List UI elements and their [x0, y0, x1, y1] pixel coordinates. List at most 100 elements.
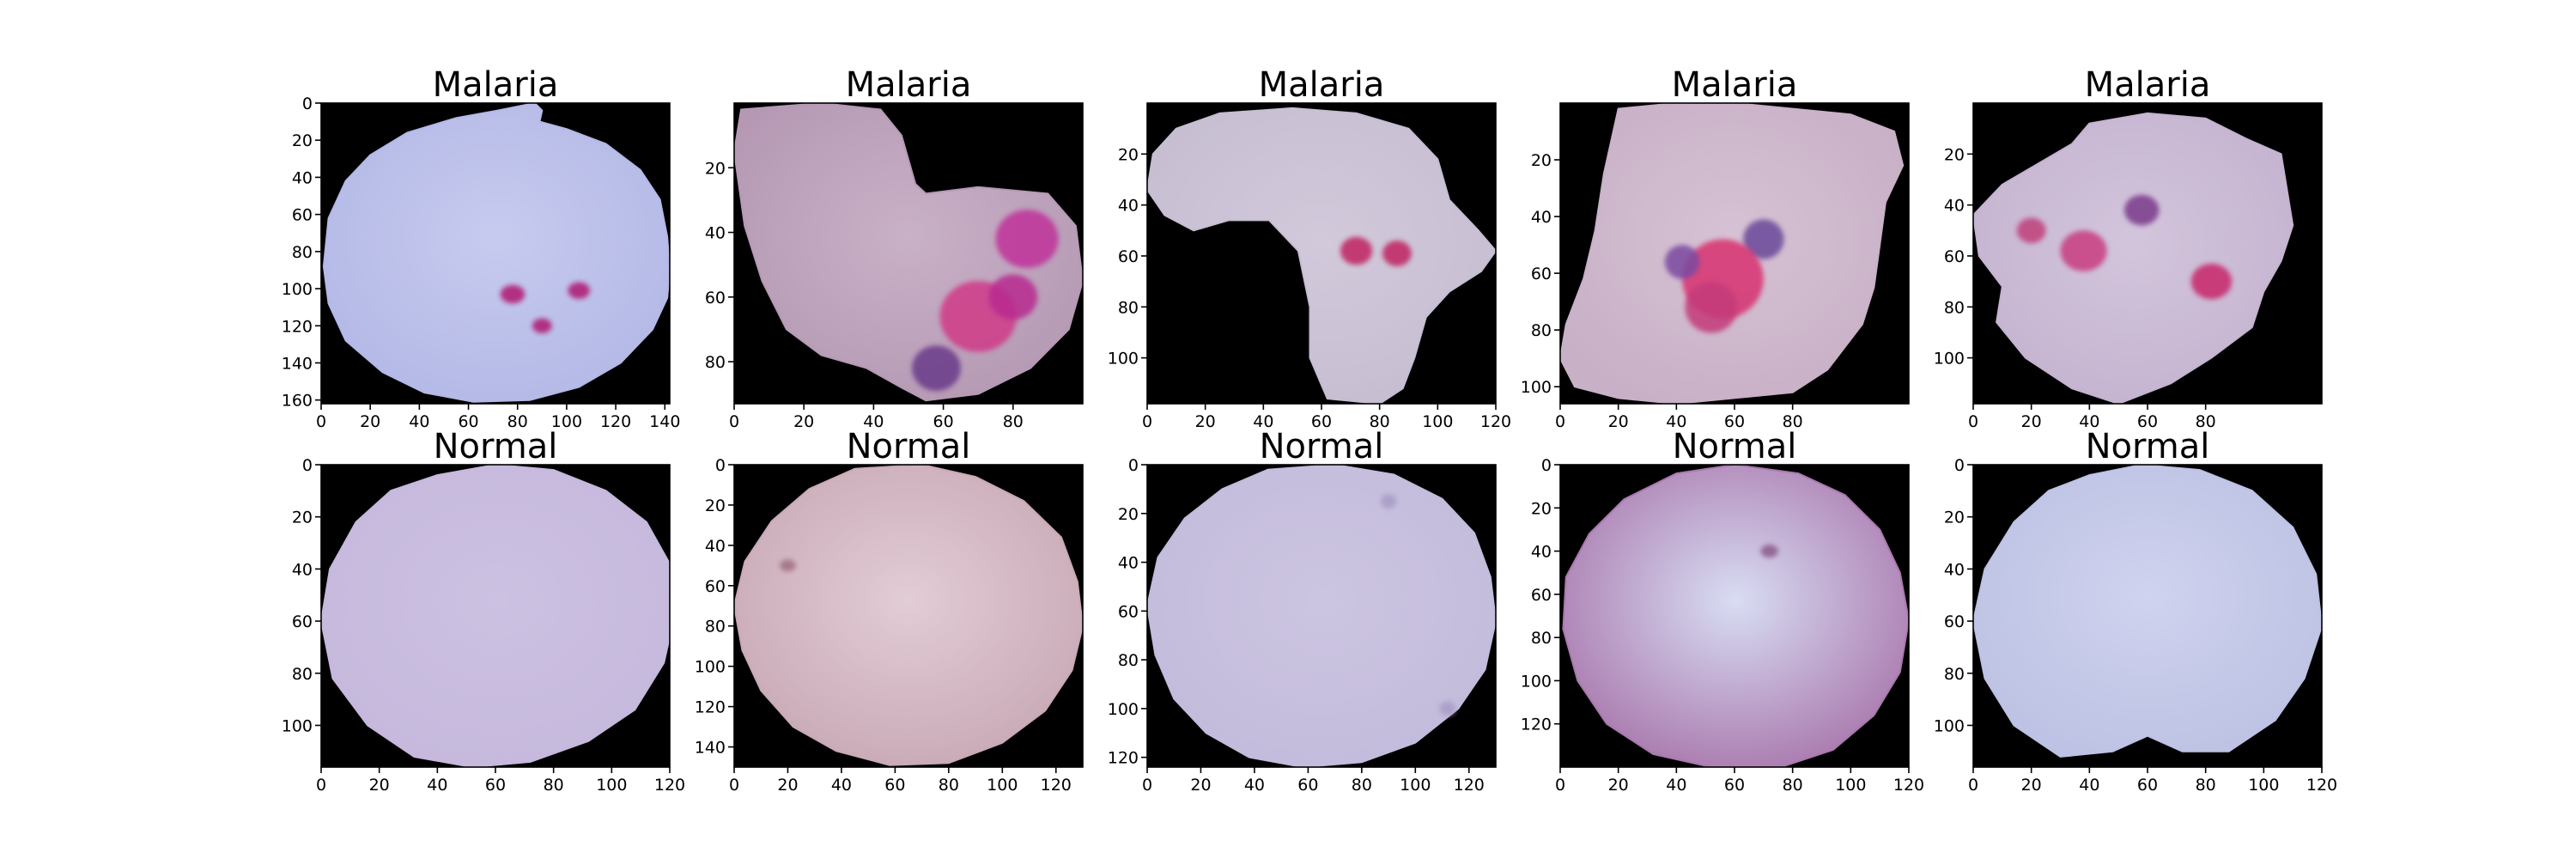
panel-1: Malaria 0 20 40 60 80 100 120 140 0 20 40 60 80 100 120…	[282, 65, 681, 431]
y-tick-label: 40	[1118, 554, 1139, 573]
x-tick-label: 80	[507, 412, 528, 431]
panel-title: Malaria	[1259, 65, 1385, 105]
y-tick-label: 100	[695, 658, 726, 677]
x-tick-label: 20	[1608, 776, 1629, 795]
parasite-spot	[2016, 217, 2046, 244]
panel-title: Malaria	[2085, 65, 2211, 105]
x-tick-label: 100	[1835, 776, 1866, 795]
x-tick-label: 0	[316, 412, 326, 431]
parasite-spot	[1439, 701, 1456, 716]
parasite-spot	[912, 345, 961, 391]
parasite-spot	[988, 274, 1038, 320]
x-tick-label: 0	[1968, 412, 1978, 431]
x-tick-label: 80	[544, 776, 564, 795]
y-tick-label: 80	[292, 243, 313, 262]
parasite-spot	[1743, 219, 1784, 259]
x-tick-label: 20	[369, 776, 390, 795]
x-tick-label: 140	[649, 412, 680, 431]
axes-frame	[1146, 464, 1497, 768]
y-tick-label: 60	[1531, 586, 1552, 605]
x-tick-label: 60	[884, 776, 905, 795]
parasite-spot	[1760, 545, 1778, 558]
x-tick-label: 20	[793, 412, 814, 431]
panel-title: Malaria	[433, 65, 559, 105]
y-tick-label: 140	[695, 739, 726, 758]
x-tick-label: 80	[1783, 776, 1803, 795]
x-tick-label: 20	[777, 776, 798, 795]
x-tick-label: 60	[1311, 412, 1332, 431]
y-tick-label: 40	[1944, 197, 1965, 216]
y-tick-label: 80	[1118, 651, 1139, 670]
y-tick-label: 40	[705, 537, 726, 556]
x-tick-label: 100	[1400, 776, 1431, 795]
y-tick-label: 120	[1521, 716, 1552, 734]
parasite-spot	[2123, 194, 2160, 226]
x-tick-label: 120	[2306, 776, 2337, 795]
y-tick-label: 100	[1108, 700, 1139, 719]
cell-body	[322, 103, 670, 403]
y-tick-label: 20	[1118, 145, 1139, 164]
x-tick-label: 100	[551, 412, 582, 431]
y-tick-label: 40	[705, 224, 726, 243]
y-tick-label: 20	[705, 159, 726, 178]
cell-body	[734, 465, 1083, 766]
parasite-spot	[1664, 245, 1700, 279]
y-tick-label: 60	[1531, 265, 1552, 283]
x-tick-label: 80	[2196, 412, 2216, 431]
panel-title: Malaria	[1672, 65, 1798, 105]
x-tick-label: 0	[1555, 412, 1565, 431]
parasite-spot	[1382, 241, 1412, 266]
y-tick-label: 100	[1108, 350, 1139, 369]
x-tick-label: 80	[1370, 412, 1390, 431]
x-tick-label: 20	[1195, 412, 1216, 431]
axes-frame	[733, 464, 1084, 768]
cell-body	[1147, 465, 1496, 767]
y-tick-label: 20	[1531, 499, 1552, 518]
parasite-spot	[2190, 263, 2233, 300]
y-tick-label: 40	[1118, 197, 1139, 216]
parasite-spot	[500, 284, 526, 304]
panel-title: Normal	[434, 427, 558, 466]
cell-body	[1147, 107, 1496, 404]
cell-body	[1973, 465, 2322, 758]
panel-4: Malaria 0 20 40 60 80 20 40 60 80 100	[1521, 65, 1910, 431]
y-tick-label: 100	[1521, 378, 1552, 397]
parasite-spot	[532, 318, 552, 333]
x-tick-label: 40	[427, 776, 447, 795]
y-tick-label: 60	[292, 612, 313, 631]
x-tick-label: 120	[1454, 776, 1485, 795]
y-tick-label: 0	[1954, 456, 1965, 475]
x-tick-label: 100	[596, 776, 627, 795]
y-tick-label: 80	[705, 618, 726, 637]
parasite-spot	[568, 282, 591, 299]
parasite-spot	[1340, 236, 1373, 265]
panel-title: Normal	[847, 427, 971, 466]
x-tick-label: 80	[2196, 776, 2216, 795]
x-tick-label: 60	[458, 412, 478, 431]
x-tick-label: 40	[1253, 412, 1273, 431]
x-tick-label: 120	[1041, 776, 1072, 795]
y-tick-label: 20	[1531, 151, 1552, 170]
parasite-spot	[1380, 494, 1397, 509]
x-tick-label: 0	[1555, 776, 1565, 795]
parasite-spot	[780, 559, 796, 572]
x-tick-label: 20	[360, 412, 380, 431]
y-tick-label: 20	[1944, 509, 1965, 527]
x-tick-label: 100	[2248, 776, 2279, 795]
x-tick-label: 80	[939, 776, 959, 795]
x-tick-label: 0	[729, 776, 739, 795]
panel-title: Malaria	[846, 65, 972, 105]
y-tick-label: 160	[282, 392, 313, 411]
y-tick-label: 100	[1934, 716, 1965, 735]
y-tick-label: 120	[695, 698, 726, 717]
y-tick-label: 0	[1541, 456, 1552, 475]
panel-title: Normal	[1673, 427, 1797, 466]
x-tick-label: 40	[409, 412, 429, 431]
x-tick-label: 0	[1968, 776, 1978, 795]
y-tick-label: 60	[1118, 247, 1139, 266]
x-tick-label: 120	[1480, 412, 1511, 431]
x-tick-label: 80	[1783, 412, 1803, 431]
x-tick-label: 20	[1608, 412, 1629, 431]
y-tick-label: 60	[292, 206, 313, 225]
x-tick-label: 0	[316, 776, 326, 795]
